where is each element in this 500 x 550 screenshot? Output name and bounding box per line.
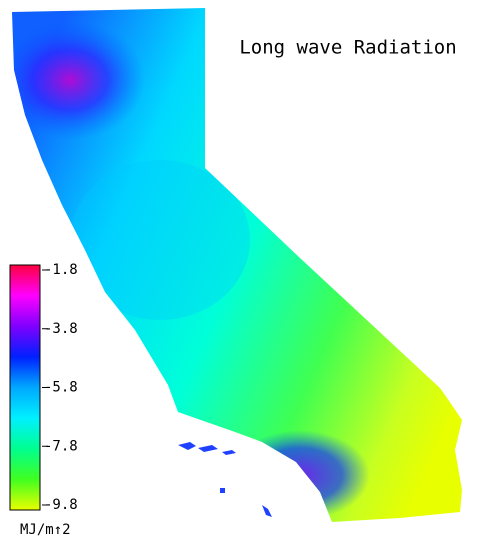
colorbar-tick-label: -3.8 <box>44 321 78 337</box>
colorbar-tick-label: -9.8 <box>44 497 78 513</box>
map-title: Long wave Radiation <box>239 37 456 59</box>
colorbar-tick-label: -1.8 <box>44 262 78 278</box>
colorbar-tick-label: -5.8 <box>44 380 78 396</box>
colorbar-unit: MJ/m↑2 <box>20 522 71 538</box>
colorbar: -1.8 -3.8 -5.8 -7.8 -9.8 MJ/m↑2 <box>9 262 78 538</box>
colorbar-tick-label: -7.8 <box>44 438 78 454</box>
colorbar-scale <box>9 264 41 511</box>
